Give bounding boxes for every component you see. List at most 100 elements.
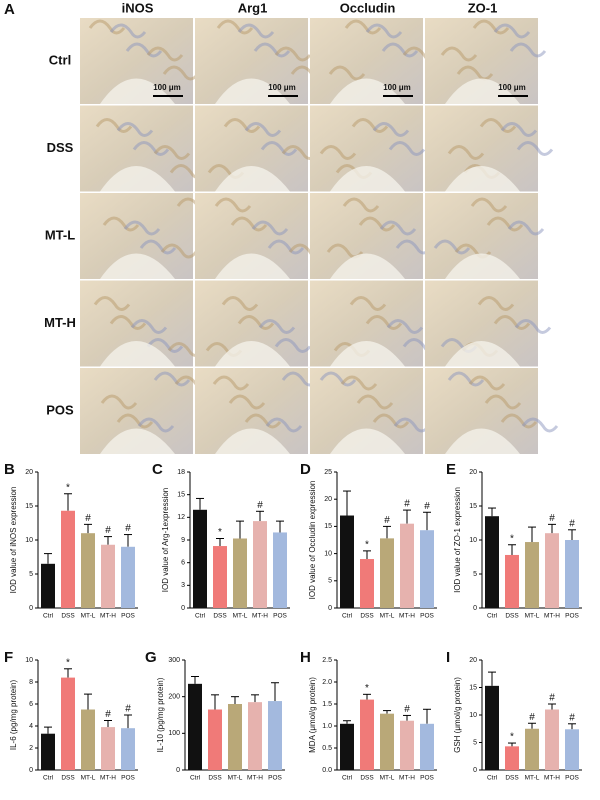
x-tick-label: MT-H — [544, 613, 560, 620]
tissue-lumen — [100, 78, 175, 104]
bar — [505, 746, 519, 770]
tissue-fold — [237, 23, 275, 39]
panel-letter: H — [300, 649, 311, 666]
tissue-fold — [109, 23, 147, 39]
tissue-fold — [493, 23, 531, 39]
significance-marker: # — [125, 704, 131, 715]
bar — [101, 544, 115, 608]
bar — [565, 540, 579, 608]
tissue-fold — [216, 19, 254, 35]
y-tick-label: 5 — [473, 571, 477, 578]
tissue-fold — [500, 413, 538, 429]
significance-marker: # — [404, 704, 410, 715]
tissue-fold — [221, 296, 259, 311]
tissue-lumen — [445, 253, 520, 279]
bar — [61, 510, 75, 608]
tissue-lumen — [100, 428, 175, 454]
bar — [340, 515, 354, 608]
tissue-fold — [514, 319, 552, 334]
significance-marker: # — [569, 712, 575, 723]
tissue-lumen — [445, 428, 520, 454]
tissue-lumen — [330, 428, 405, 454]
tissue-fold — [95, 118, 133, 133]
tissue-fold — [274, 46, 312, 62]
tissue-fold — [356, 394, 394, 410]
y-tick-label: 25 — [324, 469, 332, 476]
tissue-fold — [214, 197, 252, 213]
tissue-fold — [319, 145, 357, 160]
bar — [525, 728, 539, 770]
y-axis-label: IOD value of iNOS expression — [9, 487, 18, 594]
x-tick-label: POS — [420, 613, 434, 620]
tissue-fold — [116, 413, 154, 429]
tissue-lumen — [445, 78, 520, 104]
x-tick-label: MT-L — [380, 775, 395, 782]
panel-letter: A — [4, 1, 15, 18]
x-tick-label: MT-H — [247, 775, 263, 782]
y-tick-label: 15 — [177, 492, 185, 499]
tissue-fold — [123, 220, 161, 236]
y-tick-label: 18 — [177, 469, 185, 476]
x-tick-label: Ctrl — [195, 613, 206, 620]
row-label: Ctrl — [49, 52, 71, 67]
column-header: iNOS — [122, 0, 154, 15]
tissue-fold — [153, 371, 191, 387]
tissue-fold — [468, 375, 506, 391]
tissue-fold — [372, 413, 410, 429]
bar — [360, 699, 374, 770]
significance-marker: # — [424, 501, 430, 512]
tissue-fold — [516, 141, 554, 156]
row-label: MT-L — [45, 227, 75, 242]
significance-marker: # — [105, 709, 111, 720]
bar — [545, 533, 559, 608]
tissue-fold — [223, 118, 261, 133]
bar — [360, 559, 374, 608]
y-tick-label: 2.0 — [322, 679, 332, 686]
tissue-fold — [162, 65, 200, 81]
bar — [228, 704, 242, 770]
x-tick-label: Ctrl — [190, 775, 201, 782]
y-tick-label: 6 — [29, 701, 33, 708]
y-tick-label: 0.0 — [322, 767, 332, 774]
bar — [121, 546, 135, 608]
bar — [545, 709, 559, 770]
significance-marker: # — [404, 499, 410, 510]
significance-marker: # — [257, 500, 263, 511]
y-tick-label: 0 — [29, 767, 33, 774]
y-tick-label: 20 — [324, 496, 332, 503]
bar — [248, 702, 262, 770]
y-tick-label: 20 — [469, 657, 477, 664]
bar — [208, 709, 222, 770]
tissue-fold — [365, 23, 403, 39]
tissue-fold — [274, 338, 312, 353]
significance-marker: * — [218, 527, 222, 538]
tissue-lumen — [100, 341, 175, 367]
bar — [193, 509, 207, 608]
y-axis-label: IL-6 (pg/mg protein) — [9, 680, 18, 751]
bar — [400, 720, 414, 770]
tissue-fold — [447, 145, 485, 160]
y-tick-label: 5 — [328, 578, 332, 585]
x-tick-label: Ctrl — [43, 775, 54, 782]
x-tick-label: MT-H — [399, 613, 415, 620]
x-tick-label: DSS — [61, 775, 75, 782]
panel-letter: F — [4, 649, 13, 666]
tissue-fold — [146, 46, 184, 62]
bar — [420, 530, 434, 608]
tissue-lumen — [100, 166, 175, 192]
bar — [101, 727, 115, 770]
tissue-fold — [130, 319, 168, 334]
tissue-fold — [479, 118, 517, 133]
tissue-fold — [230, 216, 268, 232]
row-label: POS — [46, 402, 74, 417]
tissue-fold — [484, 394, 522, 410]
tissue-fold — [493, 315, 531, 330]
y-tick-label: 15 — [469, 684, 477, 691]
tissue-fold — [132, 141, 170, 156]
bar — [121, 728, 135, 770]
x-tick-label: POS — [273, 613, 287, 620]
tissue-fold — [139, 239, 177, 255]
scale-bar-label: 100 μm — [498, 83, 526, 92]
bar — [41, 733, 55, 770]
